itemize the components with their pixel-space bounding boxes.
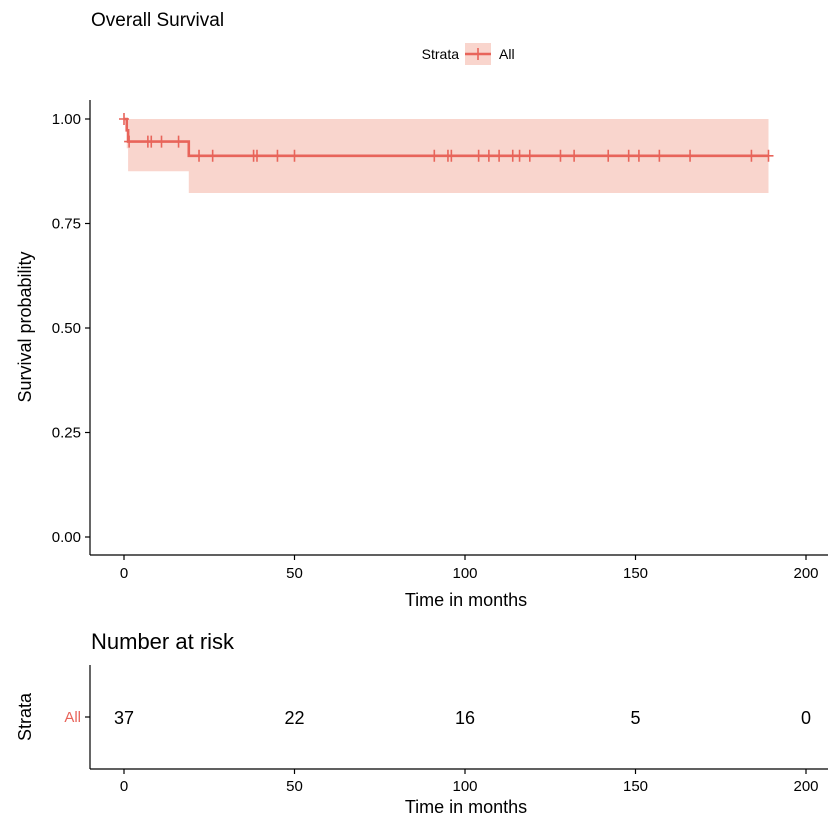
x-tick-label: 0	[120, 565, 128, 582]
censor-mark	[207, 149, 218, 162]
censor-mark	[524, 149, 535, 162]
censor-mark	[194, 149, 205, 162]
x-axis-title: Time in months	[405, 590, 527, 610]
risk-x-tick-label: 200	[793, 778, 818, 795]
censor-mark	[483, 149, 494, 162]
censor-mark	[763, 149, 774, 162]
survival-curve	[124, 117, 769, 158]
y-tick-label: 0.25	[52, 425, 81, 442]
x-tick-label: 50	[286, 565, 303, 582]
x-tick-label: 150	[623, 565, 648, 582]
risk-count: 37	[114, 708, 134, 728]
risk-count: 5	[630, 708, 640, 728]
legend-title: Strata	[422, 46, 460, 62]
y-tick-label: 0.75	[52, 216, 81, 233]
x-tick-label: 200	[793, 565, 818, 582]
risk-x-tick-label: 100	[452, 778, 477, 795]
censor-mark	[156, 135, 167, 148]
legend-label: All	[499, 46, 515, 62]
censor-mark	[623, 149, 634, 162]
y-axis-title: Survival probability	[15, 251, 35, 402]
risk-y-axis-title: Strata	[15, 692, 35, 741]
censor-mark	[494, 149, 505, 162]
censor-mark	[429, 149, 440, 162]
y-tick-label: 0.50	[52, 320, 81, 337]
risk-x-axis-title: Time in months	[405, 797, 527, 817]
y-tick-label: 1.00	[52, 111, 81, 128]
legend-key	[465, 43, 491, 65]
y-tick-label: 0.00	[52, 529, 81, 546]
censor-mark	[569, 149, 580, 162]
survival-panel: 0.00 0.25 0.50 0.75 1.00 0 50 100 150 200 Time in …	[15, 100, 828, 610]
censor-mark	[119, 113, 129, 125]
censor-mark	[146, 135, 157, 148]
chart-title: Overall Survival	[91, 10, 224, 31]
censor-mark	[514, 149, 525, 162]
risk-count: 0	[801, 708, 811, 728]
censor-mark	[746, 149, 757, 162]
risk-x-tick-label: 50	[286, 778, 303, 795]
censor-mark	[654, 149, 665, 162]
censor-mark	[633, 149, 644, 162]
censor-mark	[124, 135, 135, 148]
censor-mark	[289, 149, 300, 162]
censor-mark	[251, 149, 262, 162]
risk-count: 16	[455, 708, 475, 728]
censor-mark	[685, 149, 696, 162]
censor-mark	[473, 149, 484, 162]
censor-mark	[446, 149, 457, 162]
risk-count: 22	[284, 708, 304, 728]
legend: Strata All	[422, 43, 515, 65]
censor-mark	[603, 149, 614, 162]
censor-mark	[272, 149, 283, 162]
censor-mark	[173, 135, 184, 148]
risk-x-tick-label: 150	[623, 778, 648, 795]
censor-mark	[555, 149, 566, 162]
risk-row-label: All	[64, 709, 81, 726]
x-tick-label: 100	[452, 565, 477, 582]
risk-x-tick-label: 0	[120, 778, 128, 795]
risk-table-title: Number at risk	[91, 629, 235, 654]
